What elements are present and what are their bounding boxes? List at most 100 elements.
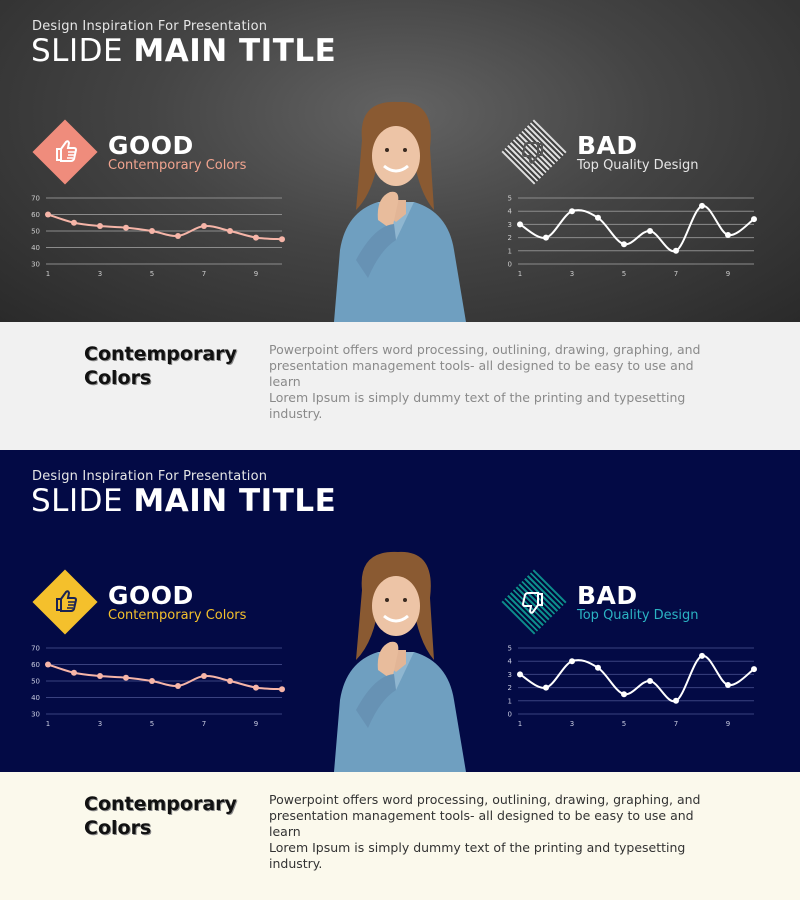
band-body: Powerpoint offers word processing, outli… <box>269 342 709 422</box>
data-point <box>279 236 285 243</box>
x-tick-label: 1 <box>46 720 50 728</box>
x-tick-label: 9 <box>726 720 730 728</box>
data-point <box>595 214 601 221</box>
data-point <box>175 232 181 239</box>
data-point <box>725 681 731 688</box>
good-line-chart: 30 40 50 60 70 1 3 5 7 9 <box>31 645 285 728</box>
y-tick-label: 50 <box>31 228 40 236</box>
band-paragraph-1: Powerpoint offers word processing, outli… <box>269 342 701 389</box>
data-point <box>227 678 233 684</box>
data-point <box>45 211 51 218</box>
slide-navy: Design Inspiration For Presentation SLID… <box>0 450 800 900</box>
series-line <box>47 213 283 241</box>
good-caption: Contemporary Colors <box>108 608 247 623</box>
y-tick-label: 70 <box>31 195 40 203</box>
data-point <box>543 684 549 691</box>
slide-dark: Design Inspiration For Presentation SLID… <box>0 0 800 450</box>
good-heading: GOOD <box>108 581 194 610</box>
y-tick-label: 60 <box>31 211 40 219</box>
y-tick-label: 3 <box>508 671 512 679</box>
y-tick-label: 4 <box>508 208 513 216</box>
data-point <box>279 686 285 693</box>
data-point <box>97 223 103 230</box>
x-tick-label: 7 <box>202 720 206 728</box>
y-tick-label: 1 <box>508 247 512 255</box>
data-point <box>517 671 523 678</box>
good-caption: Contemporary Colors <box>108 158 247 173</box>
y-tick-label: 30 <box>31 261 40 269</box>
x-tick-label: 5 <box>150 270 154 278</box>
data-point <box>201 673 207 680</box>
data-point <box>673 697 679 704</box>
x-tick-label: 7 <box>674 720 678 728</box>
data-point <box>699 652 705 659</box>
data-point <box>253 684 259 691</box>
y-tick-label: 5 <box>508 645 512 653</box>
series-line <box>519 204 755 253</box>
data-point <box>71 219 77 226</box>
x-tick-label: 3 <box>570 720 574 728</box>
band-paragraph-1: Powerpoint offers word processing, outli… <box>269 792 701 839</box>
x-tick-label: 9 <box>254 720 258 728</box>
hero-area: Design Inspiration For Presentation SLID… <box>0 0 800 322</box>
band-heading-line1: Contemporary <box>84 793 237 815</box>
slide-subtitle: Design Inspiration For Presentation <box>32 469 268 484</box>
band-heading: Contemporary Colors <box>84 342 237 390</box>
data-point <box>149 678 155 684</box>
data-point <box>621 241 627 248</box>
data-point <box>45 661 51 668</box>
text-band: Contemporary Colors Powerpoint offers wo… <box>0 322 800 450</box>
x-tick-label: 3 <box>98 720 102 728</box>
y-tick-label: 2 <box>508 684 512 692</box>
band-heading-line1: Contemporary <box>84 343 237 365</box>
thumbs-up-icon <box>56 140 78 162</box>
data-point <box>97 673 103 680</box>
y-tick-label: 4 <box>508 658 513 666</box>
y-tick-label: 0 <box>508 711 512 719</box>
x-tick-label: 5 <box>622 720 626 728</box>
x-tick-label: 3 <box>570 270 574 278</box>
x-tick-label: 1 <box>518 270 522 278</box>
woman-photo <box>334 551 466 772</box>
y-tick-label: 3 <box>508 221 512 229</box>
y-tick-label: 1 <box>508 697 512 705</box>
data-point <box>751 216 757 223</box>
y-tick-label: 5 <box>508 195 512 203</box>
data-point <box>569 208 575 215</box>
y-tick-label: 0 <box>508 261 512 269</box>
data-point <box>149 228 155 234</box>
bad-caption: Top Quality Design <box>577 608 699 623</box>
x-tick-label: 7 <box>674 270 678 278</box>
x-tick-label: 7 <box>202 270 206 278</box>
data-point <box>123 674 129 681</box>
y-tick-label: 70 <box>31 645 40 653</box>
slide-title: SLIDE MAIN TITLE <box>31 33 336 69</box>
bad-caption: Top Quality Design <box>577 158 699 173</box>
data-point <box>543 234 549 241</box>
title-light: SLIDE <box>31 33 124 69</box>
data-point <box>227 228 233 234</box>
title-bold: MAIN TITLE <box>133 33 337 69</box>
band-body: Powerpoint offers word processing, outli… <box>269 792 709 872</box>
y-tick-label: 40 <box>31 694 40 702</box>
data-point <box>175 682 181 689</box>
data-point <box>595 664 601 671</box>
data-point <box>751 666 757 673</box>
band-heading: Contemporary Colors <box>84 792 237 840</box>
data-point <box>201 223 207 230</box>
thumbs-down-icon <box>521 142 543 164</box>
x-tick-label: 9 <box>726 270 730 278</box>
hero-area: Design Inspiration For Presentation SLID… <box>0 450 800 772</box>
data-point <box>621 691 627 698</box>
y-tick-label: 50 <box>31 678 40 686</box>
series-line <box>519 654 755 703</box>
band-paragraph-2: Lorem Ipsum is simply dummy text of the … <box>269 840 686 871</box>
bad-heading: BAD <box>577 581 638 610</box>
x-tick-label: 9 <box>254 270 258 278</box>
x-tick-label: 5 <box>622 270 626 278</box>
data-point <box>517 221 523 228</box>
data-point <box>647 678 653 684</box>
y-tick-label: 40 <box>31 244 40 252</box>
